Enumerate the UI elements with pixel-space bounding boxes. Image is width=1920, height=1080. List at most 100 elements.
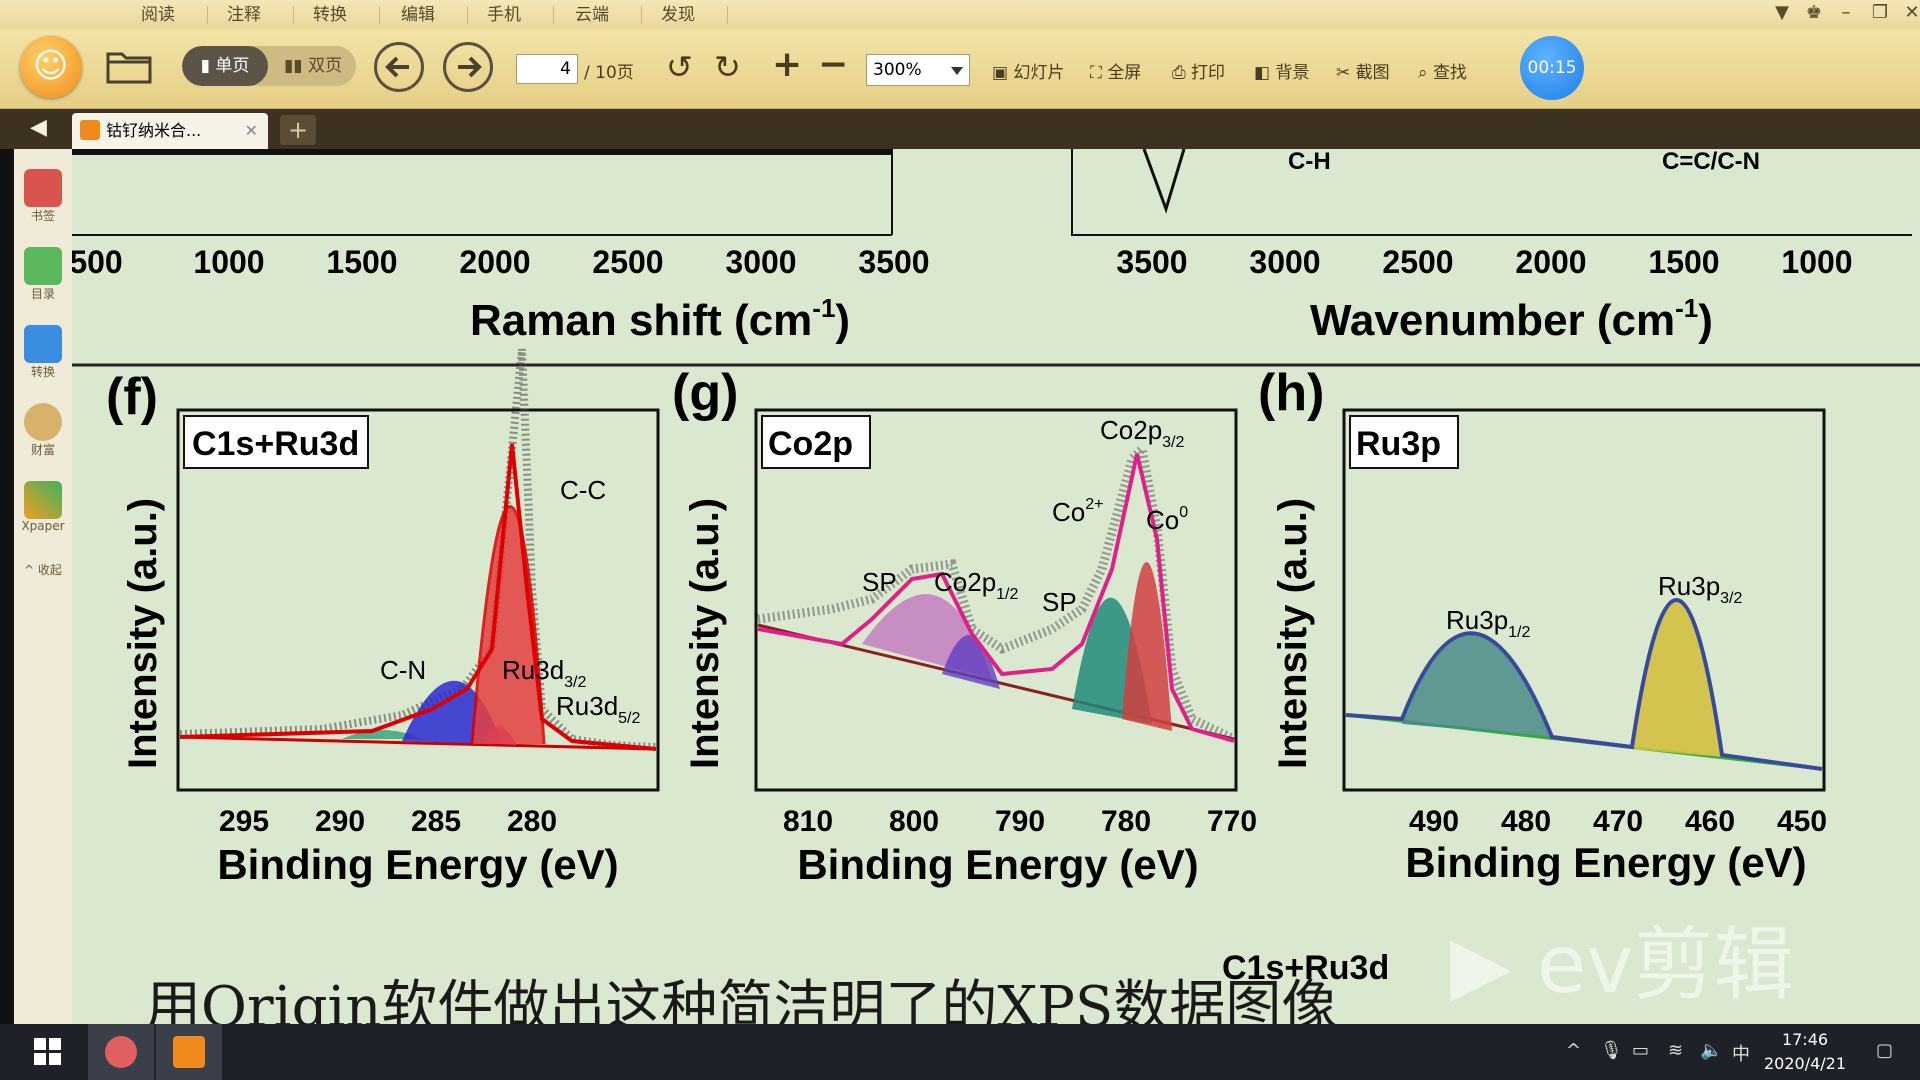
timer-badge[interactable]: 00:15 [1520, 36, 1584, 100]
chevron-up-icon: ^ [24, 563, 38, 577]
arrow-right-icon [458, 56, 482, 78]
restore-icon[interactable]: ❐ [1871, 2, 1889, 23]
panel-h-title-box [1349, 415, 1459, 469]
notification-icon[interactable]: ▢ [1876, 1040, 1894, 1061]
dropdown-icon[interactable]: ▼ [1775, 2, 1789, 23]
slideshow-button[interactable]: ▣ 幻灯片 [992, 58, 1064, 83]
ime-indicator[interactable]: 中 [1732, 1044, 1750, 1065]
volume-icon[interactable]: 🔈 [1700, 1040, 1723, 1061]
sidebar-item-wealth[interactable]: 财富 [14, 403, 72, 458]
menu-convert[interactable]: 转换 [290, 0, 380, 30]
sidebar-collapse[interactable]: ^ 收起 [14, 561, 72, 578]
panel-g-label-co0-sup: 0 [1179, 504, 1188, 521]
taskbar-app-1[interactable] [88, 1024, 154, 1080]
ftir-annotation: C=C/C-N [1662, 149, 1760, 175]
panel-h-label-ru3p32-text: Ru3p [1658, 571, 1720, 601]
background-button[interactable]: ◧ 背景 [1254, 58, 1309, 83]
wifi-icon[interactable]: ≋ [1668, 1040, 1684, 1061]
sidebar-item-toc[interactable]: 目录 [14, 247, 72, 302]
panel-g-label-co2p32-sub: 3/2 [1162, 434, 1184, 451]
panel-h-tick-label: 490 [1409, 805, 1459, 838]
ftir-annotation: C-H [1288, 149, 1331, 175]
tab-close-icon[interactable]: ✕ [244, 121, 258, 140]
ftir-x-label: Wavenumber (cm-1) [1310, 293, 1713, 345]
sidebar-item-convert[interactable]: 转换 [14, 325, 72, 380]
fullscreen-label: 全屏 [1107, 63, 1142, 83]
page-number-input[interactable] [516, 54, 578, 84]
microphone-icon[interactable]: 🎙 [1600, 1040, 1623, 1061]
panel-g-frame [754, 408, 1238, 792]
panel-f-label-ru3d32-text: Ru3d [502, 655, 564, 685]
zoom-out-icon[interactable]: − [818, 44, 849, 85]
print-button[interactable]: ⎙ 打印 [1172, 58, 1225, 83]
menu-annotate[interactable]: 注释 [204, 0, 294, 30]
skin-icon[interactable]: ♚ [1805, 2, 1823, 23]
panel-g-label-co2p12-text: Co2p [934, 567, 996, 597]
editor-watermark: ▶ ev剪辑 [1450, 900, 1794, 1016]
prev-page-button[interactable] [374, 42, 424, 92]
sidebar-item-xpaper[interactable]: Xpaper [14, 481, 72, 533]
app-icon-2 [173, 1036, 205, 1068]
arrow-left-icon [385, 56, 409, 78]
bookmark-icon [24, 169, 62, 207]
panel-f-fit-envelope [179, 443, 657, 751]
panel-f-label-ru3d52-text: Ru3d [556, 691, 618, 721]
open-folder-icon[interactable] [106, 48, 152, 84]
sidebar-item-bookmarks[interactable]: 书签 [14, 169, 72, 224]
raman-tick-label: 1500 [326, 244, 397, 280]
collapse-sidebar-icon[interactable]: ◀ [30, 115, 47, 140]
ftir-x-label-end: ) [1698, 296, 1713, 345]
raman-tick-label: 2000 [459, 244, 530, 280]
play-icon: ▶ [1450, 918, 1537, 1011]
double-page-button[interactable]: ▮▮ 双页 [270, 46, 356, 86]
tray-expand-icon[interactable]: ^ [1566, 1040, 1582, 1061]
document-tab-label: 钴钌纳米合... [106, 121, 202, 140]
clock-time: 17:46 [1781, 1030, 1829, 1049]
sidebar-item-label: 收起 [37, 563, 62, 577]
tab-bar: ◀ 钴钌纳米合... ✕ + [0, 109, 1920, 149]
menu-edit[interactable]: 编辑 [378, 0, 468, 30]
menu-cloud[interactable]: 云端 [552, 0, 642, 30]
new-tab-button[interactable]: + [280, 115, 316, 145]
close-icon[interactable]: ✕ [1904, 2, 1920, 23]
panel-f-tick-label: 295 [219, 805, 269, 838]
next-page-button[interactable] [443, 42, 493, 92]
menu-discover[interactable]: 发现 [638, 0, 728, 30]
single-page-icon: ▮ [200, 56, 216, 76]
panel-h-x-label: Binding Energy (eV) [1405, 839, 1806, 886]
clock[interactable]: 17:46 2020/4/21 [1760, 1028, 1850, 1076]
panel-g-title: Co2p [768, 425, 853, 463]
document-tab[interactable]: 钴钌纳米合... ✕ [72, 113, 268, 149]
battery-icon[interactable]: ▭ [1632, 1040, 1650, 1061]
minimize-icon[interactable]: – [1841, 2, 1851, 23]
rotate-right-icon[interactable]: ↻ [714, 48, 741, 86]
rotate-left-icon[interactable]: ↺ [666, 48, 693, 86]
xpaper-icon [24, 481, 62, 519]
panel-h-tick-label: 460 [1685, 805, 1735, 838]
zoom-in-icon[interactable]: + [772, 44, 803, 85]
menu-read[interactable]: 阅读 [118, 0, 208, 30]
panel-letter-h: (h) [1258, 364, 1324, 422]
toc-icon [24, 247, 62, 285]
zoom-select[interactable]: 300% [866, 54, 970, 86]
windows-start-icon[interactable] [34, 1038, 62, 1066]
menu-phone[interactable]: 手机 [464, 0, 554, 30]
fullscreen-button[interactable]: ⛶ 全屏 [1090, 58, 1141, 83]
panel-h-x-ticks: 490 480 470 460 450 [1409, 805, 1827, 838]
double-page-label: 双页 [308, 56, 343, 76]
panel-f-label-ru3d32: Ru3d3/2 [502, 655, 587, 691]
document-view[interactable]: C-H C=C/C-N 500 1000 1500 2000 2500 3000 3500 … [72, 149, 1920, 1024]
money-bag-icon [24, 403, 62, 441]
find-button[interactable]: ⌕ 查找 [1418, 58, 1467, 83]
raman-tick-label: 3000 [725, 244, 796, 280]
fullscreen-icon: ⛶ [1090, 63, 1108, 83]
screenshot-button[interactable]: ✂ 截图 [1336, 58, 1390, 83]
taskbar-app-2[interactable] [156, 1024, 222, 1080]
next-figure-cut-label: C1s+Ru3d [1222, 949, 1389, 987]
double-page-icon: ▮▮ [283, 56, 309, 76]
app-logo-icon[interactable]: ☺ [20, 36, 82, 98]
panel-h-label-ru3p12-sub: 1/2 [1508, 624, 1530, 641]
single-page-button[interactable]: ▮ 单页 [182, 46, 268, 86]
panel-h-fit-envelope [1345, 598, 1823, 771]
